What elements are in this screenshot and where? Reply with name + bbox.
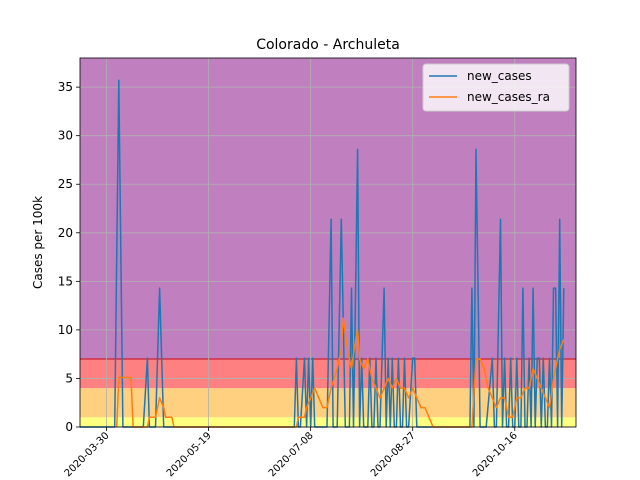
x-tick-label-2: 2020-07-08 xyxy=(267,430,316,479)
legend-label-new-cases: new_cases xyxy=(467,69,532,83)
legend-label-new-cases-ra: new_cases_ra xyxy=(467,90,550,104)
x-tick-label-3: 2020-08-27 xyxy=(369,430,418,479)
y-tick-label-5: 25 xyxy=(58,177,73,191)
x-tick-label-0: 2020-03-30 xyxy=(63,430,112,479)
series-line-new-cases xyxy=(80,79,565,428)
y-tick-label-7: 35 xyxy=(58,80,73,94)
risk-band-0 xyxy=(80,417,576,427)
y-tick-label-3: 15 xyxy=(58,274,73,288)
y-tick-label-1: 5 xyxy=(65,371,73,385)
y-axis-label: Cases per 100k xyxy=(31,196,45,289)
plot-frame xyxy=(79,57,577,428)
x-tick-label-1: 2020-05-19 xyxy=(165,430,214,479)
legend: new_cases new_cases_ra xyxy=(422,63,570,112)
legend-box xyxy=(422,63,570,112)
y-tick-label-6: 30 xyxy=(58,129,73,143)
y-tick-label-0: 0 xyxy=(65,420,73,434)
y-tick-label-2: 10 xyxy=(58,323,73,337)
y-tick-label-4: 20 xyxy=(58,226,73,240)
x-tick-label-4: 2020-10-16 xyxy=(471,430,520,479)
chart-title: Colorado - Archuleta xyxy=(256,37,400,53)
